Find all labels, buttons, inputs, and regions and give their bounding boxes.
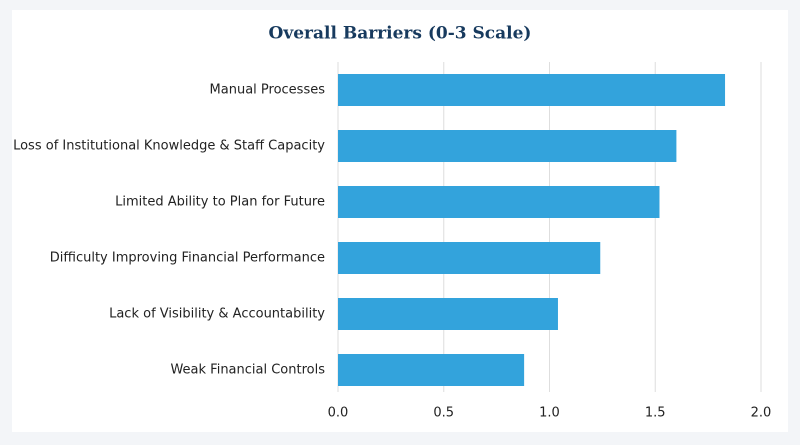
x-tick-label: 2.0 [751, 406, 772, 421]
y-tick-label: Limited Ability to Plan for Future [115, 195, 325, 210]
bar [338, 298, 558, 330]
y-tick-label: Lack of Visibility & Accountability [109, 307, 325, 322]
bar [338, 130, 677, 162]
x-tick-label: 1.5 [645, 406, 666, 421]
bar [338, 242, 601, 274]
y-tick-label: Loss of Institutional Knowledge & Staff … [13, 139, 325, 154]
x-tick-label: 1.0 [539, 406, 560, 421]
y-tick-label: Difficulty Improving Financial Performan… [50, 251, 325, 266]
x-tick-label: 0.0 [328, 406, 349, 421]
bar [338, 186, 660, 218]
bar [338, 354, 525, 386]
y-tick-label: Manual Processes [210, 83, 326, 98]
x-tick-label: 0.5 [433, 406, 454, 421]
y-tick-label: Weak Financial Controls [170, 363, 325, 378]
bar [338, 74, 726, 106]
chart-title: Overall Barriers (0-3 Scale) [269, 24, 532, 44]
